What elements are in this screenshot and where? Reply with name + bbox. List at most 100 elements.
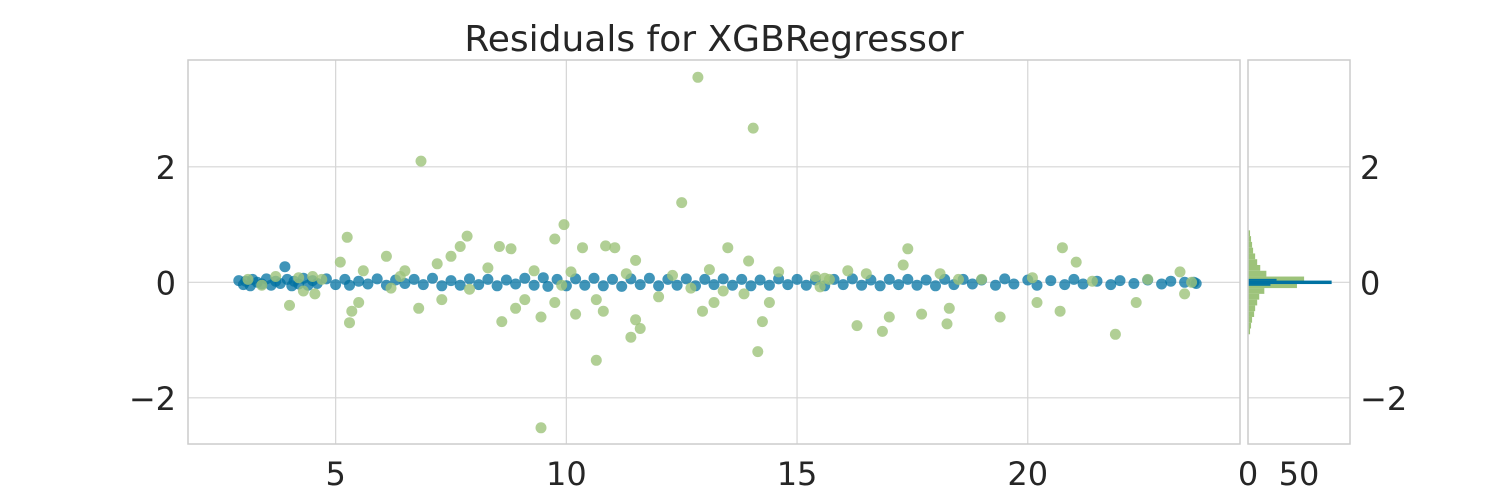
x-tick-label: 15 bbox=[777, 455, 818, 493]
train-point bbox=[607, 273, 618, 285]
train-point bbox=[930, 280, 941, 292]
test-point bbox=[697, 305, 708, 317]
test-point bbox=[482, 262, 494, 274]
train-point bbox=[727, 279, 738, 291]
test-point bbox=[738, 288, 750, 300]
test-point bbox=[773, 266, 785, 278]
test-point bbox=[876, 325, 888, 337]
train-point bbox=[417, 279, 429, 291]
train-point bbox=[920, 274, 932, 286]
test-point bbox=[916, 308, 928, 320]
histogram-test-bar bbox=[1248, 241, 1253, 248]
histogram-bars bbox=[1248, 230, 1332, 335]
histogram-test-bar bbox=[1248, 311, 1255, 317]
test-point bbox=[722, 242, 734, 254]
histogram-test-bar bbox=[1248, 316, 1253, 323]
x-tick-label: 5 bbox=[325, 455, 345, 493]
y-tick-labels: −2 0 2 bbox=[129, 149, 176, 418]
test-point bbox=[558, 219, 570, 231]
train-point bbox=[846, 273, 858, 285]
test-point bbox=[1086, 275, 1098, 287]
train-point bbox=[330, 279, 342, 291]
test-point bbox=[814, 281, 826, 293]
test-point bbox=[851, 320, 863, 332]
test-point bbox=[860, 268, 872, 280]
train-point bbox=[1105, 279, 1117, 291]
train-point bbox=[464, 273, 475, 285]
histogram-test-bar bbox=[1248, 305, 1256, 312]
hist-y-tick-label: −2 bbox=[1360, 380, 1407, 418]
test-point bbox=[316, 273, 328, 285]
train-point bbox=[856, 279, 868, 291]
test-point bbox=[464, 283, 475, 295]
test-point bbox=[630, 254, 642, 266]
test-point bbox=[667, 269, 678, 281]
test-point bbox=[897, 259, 909, 271]
test-point bbox=[703, 264, 715, 276]
histogram-y-tick-labels: −2 0 2 bbox=[1360, 149, 1407, 418]
test-point bbox=[242, 273, 254, 285]
test-point bbox=[309, 288, 321, 300]
histogram-test-bar bbox=[1248, 236, 1252, 242]
test-point bbox=[413, 302, 425, 314]
test-point bbox=[1109, 328, 1121, 340]
test-point bbox=[1179, 288, 1191, 300]
test-point bbox=[756, 316, 768, 328]
histogram-test-bar bbox=[1248, 247, 1254, 254]
train-point bbox=[902, 273, 914, 285]
train-point bbox=[837, 279, 849, 291]
test-point bbox=[570, 308, 582, 320]
test-point bbox=[535, 422, 547, 434]
test-point bbox=[493, 241, 505, 252]
train-point bbox=[408, 273, 420, 285]
train-point bbox=[653, 280, 665, 292]
histogram-frame bbox=[1247, 59, 1351, 445]
test-point bbox=[577, 242, 588, 254]
train-point bbox=[542, 280, 554, 292]
test-point bbox=[436, 294, 448, 306]
histogram-train-bar bbox=[1248, 280, 1332, 285]
train-point bbox=[990, 279, 1001, 291]
test-point bbox=[496, 316, 508, 328]
test-point bbox=[747, 122, 759, 134]
train-point bbox=[510, 278, 522, 290]
test-point bbox=[597, 305, 609, 317]
train-point bbox=[1156, 278, 1168, 290]
test-point bbox=[307, 271, 319, 282]
test-point bbox=[415, 155, 427, 167]
train-point bbox=[680, 273, 692, 285]
hist-x-tick-label: 0 bbox=[1238, 455, 1258, 493]
test-point bbox=[510, 302, 522, 314]
test-point bbox=[763, 297, 775, 308]
train-point bbox=[745, 280, 757, 292]
test-point bbox=[445, 250, 457, 262]
train-point bbox=[537, 272, 549, 284]
train-point bbox=[588, 272, 600, 284]
test-point bbox=[385, 282, 397, 294]
train-point bbox=[528, 279, 540, 291]
test-point bbox=[346, 305, 358, 317]
train-point bbox=[371, 273, 383, 285]
test-point bbox=[293, 272, 305, 284]
test-point bbox=[590, 294, 602, 306]
train-point bbox=[482, 273, 494, 285]
histogram-test-bar bbox=[1248, 253, 1256, 260]
train-point bbox=[999, 273, 1011, 285]
test-point bbox=[284, 299, 295, 311]
train-point bbox=[874, 280, 886, 292]
test-point bbox=[1186, 276, 1198, 288]
histogram-test-bar bbox=[1248, 293, 1260, 300]
hist-y-tick-label: 0 bbox=[1360, 264, 1380, 302]
test-point bbox=[297, 285, 309, 297]
histogram-test-bar bbox=[1248, 288, 1265, 294]
train-point bbox=[708, 279, 720, 291]
train-point bbox=[1114, 275, 1126, 287]
test-point bbox=[549, 297, 561, 308]
train-point bbox=[279, 261, 291, 273]
test-point bbox=[590, 354, 602, 366]
histogram-test-bar bbox=[1248, 282, 1297, 289]
train-point bbox=[473, 279, 485, 291]
test-point bbox=[256, 279, 268, 291]
train-point bbox=[1059, 279, 1071, 291]
